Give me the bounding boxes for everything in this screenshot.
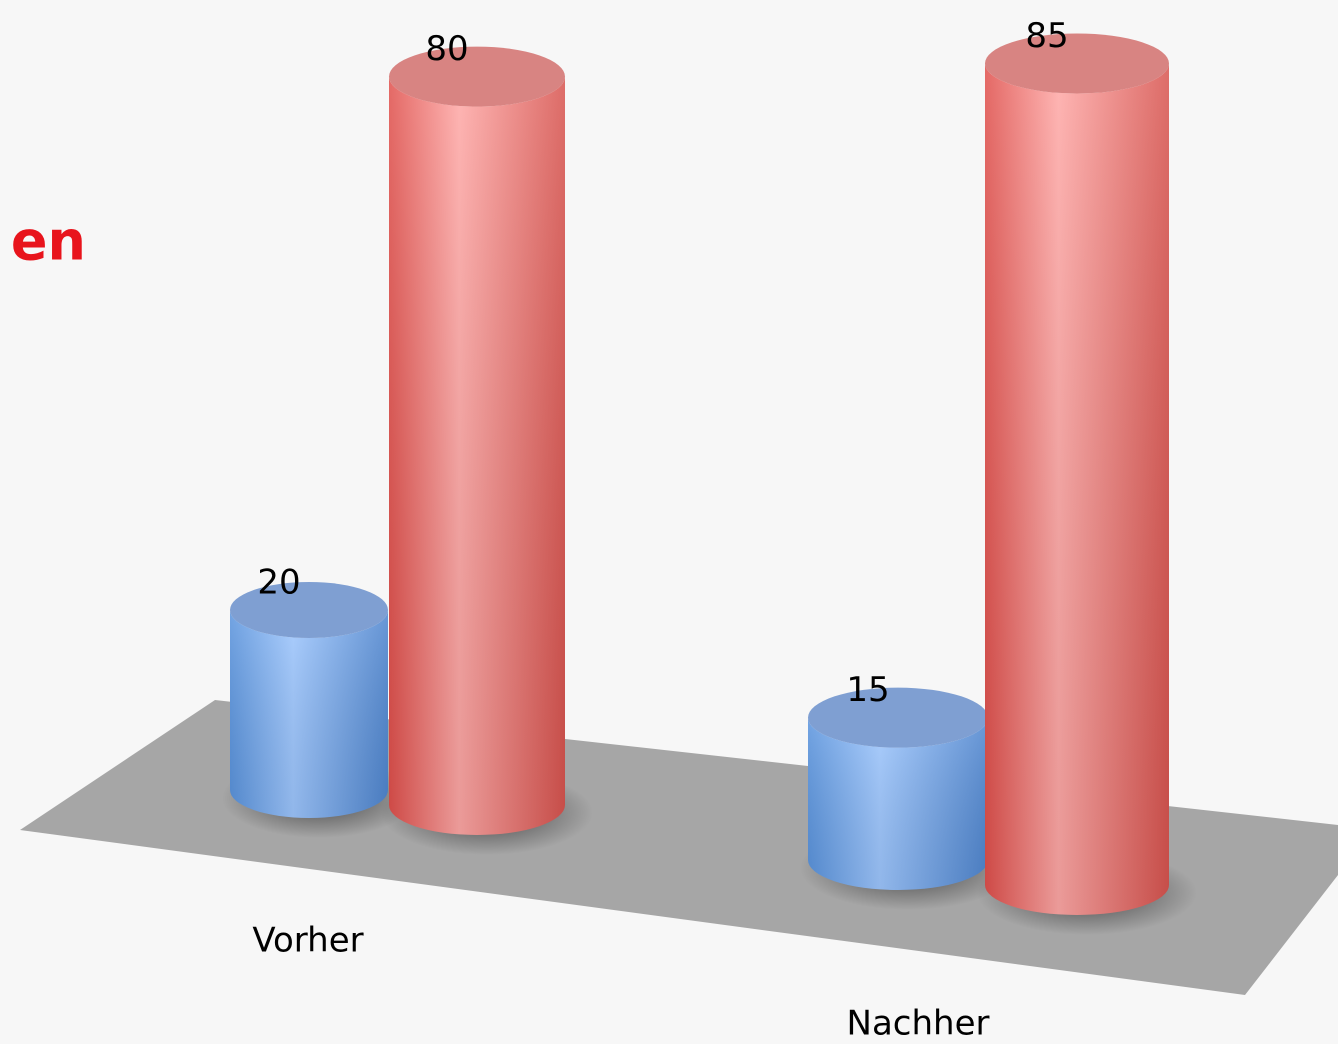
data-label: 85 — [1025, 16, 1068, 56]
bar-top — [985, 33, 1169, 94]
data-label: 80 — [425, 29, 468, 69]
data-label: 20 — [257, 563, 300, 603]
bar-shade — [389, 76, 565, 836]
bar-top — [808, 687, 988, 748]
x-tick-label: Nachher — [847, 1004, 990, 1044]
data-label: 15 — [846, 670, 889, 710]
x-tick-label: Vorher — [252, 921, 363, 961]
bar-top — [230, 582, 388, 638]
bar-shade — [985, 63, 1169, 916]
chart-title: en — [11, 210, 86, 273]
bar-shade — [808, 717, 988, 890]
bar-top — [389, 46, 565, 107]
bar-shade — [230, 610, 388, 818]
